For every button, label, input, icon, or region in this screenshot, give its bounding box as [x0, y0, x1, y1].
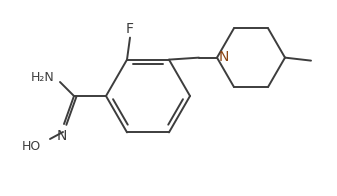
- Text: N: N: [57, 129, 67, 143]
- Text: F: F: [126, 22, 134, 36]
- Text: N: N: [219, 50, 229, 64]
- Text: HO: HO: [22, 140, 41, 152]
- Text: H₂N: H₂N: [30, 71, 54, 83]
